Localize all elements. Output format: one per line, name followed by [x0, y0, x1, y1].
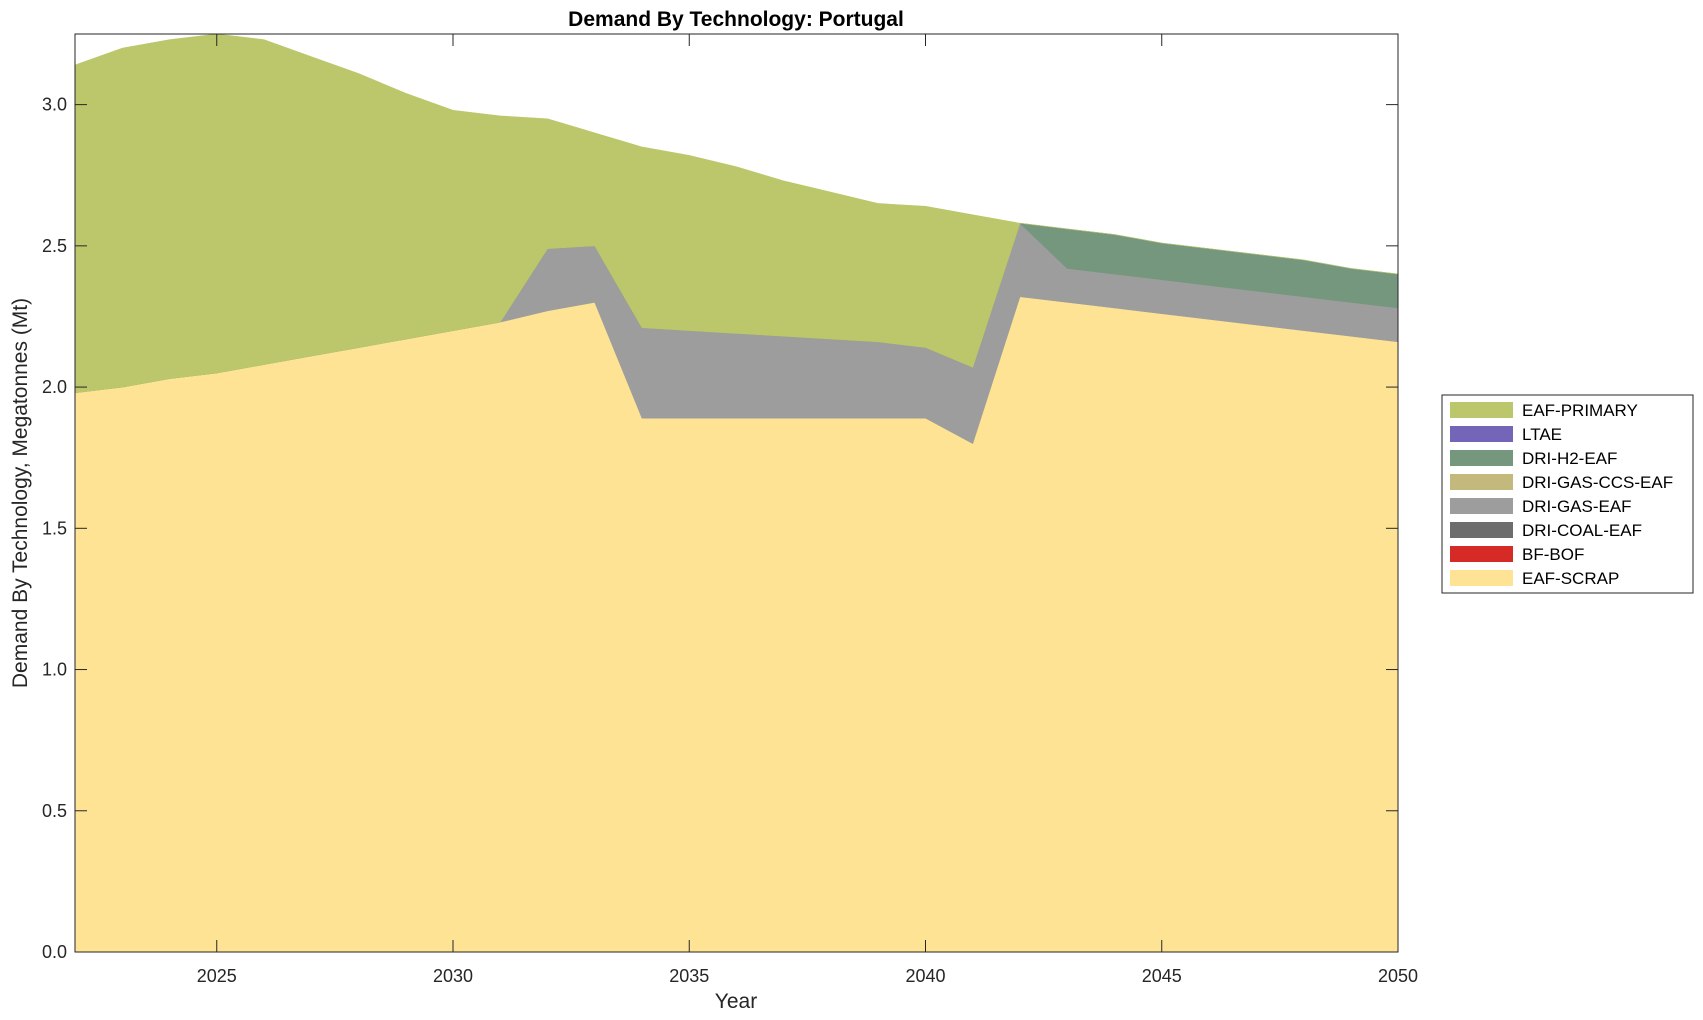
y-axis-label: Demand By Technology, Megatonnes (Mt): [9, 298, 32, 688]
legend-swatch-dri-h2-eaf: [1450, 450, 1513, 466]
legend-label-eaf-primary: EAF-PRIMARY: [1522, 401, 1638, 420]
y-tick-label: 2.5: [42, 236, 67, 256]
y-tick-label: 1.5: [42, 518, 67, 538]
legend-swatch-dri-coal-eaf: [1450, 522, 1513, 538]
legend-label-bf-bof: BF-BOF: [1522, 545, 1584, 564]
legend-swatch-ltae: [1450, 426, 1513, 442]
x-tick-label: 2035: [669, 966, 709, 986]
x-tick-label: 2050: [1378, 966, 1418, 986]
y-tick-label: 0.0: [42, 942, 67, 962]
x-tick-label: 2030: [433, 966, 473, 986]
legend-label-dri-gas-ccs-eaf: DRI-GAS-CCS-EAF: [1522, 473, 1673, 492]
legend-label-dri-gas-eaf: DRI-GAS-EAF: [1522, 497, 1632, 516]
legend-label-ltae: LTAE: [1522, 425, 1562, 444]
y-tick-label: 2.0: [42, 377, 67, 397]
legend: EAF-PRIMARY LTAE DRI-H2-EAF DRI-GAS-CCS-EAF…: [1441, 394, 1694, 594]
x-tick-label: 2025: [197, 966, 237, 986]
legend-label-dri-coal-eaf: DRI-COAL-EAF: [1522, 521, 1642, 540]
plot-area: [74, 33, 1399, 953]
x-axis: 2025 2030 2035 2040 2045 2050: [197, 34, 1418, 986]
y-tick-label: 0.5: [42, 801, 67, 821]
x-axis-label: Year: [715, 990, 757, 1013]
legend-swatch-bf-bof: [1450, 546, 1513, 562]
y-tick-label: 1.0: [42, 660, 67, 680]
legend-swatch-dri-gas-eaf: [1450, 498, 1513, 514]
y-axis: 0.0 0.5 1.0 1.5 2.0 2.5 3.0: [42, 95, 1398, 962]
y-tick-label: 3.0: [42, 95, 67, 115]
x-tick-label: 2045: [1142, 966, 1182, 986]
x-tick-label: 2040: [905, 966, 945, 986]
legend-label-eaf-scrap: EAF-SCRAP: [1522, 569, 1619, 588]
legend-swatch-eaf-primary: [1450, 402, 1513, 418]
axes-box: [74, 33, 1399, 953]
chart-title: Demand By Technology: Portugal: [568, 8, 904, 31]
legend-swatch-eaf-scrap: [1450, 570, 1513, 586]
legend-label-dri-h2-eaf: DRI-H2-EAF: [1522, 449, 1617, 468]
legend-swatch-dri-gas-ccs-eaf: [1450, 474, 1513, 490]
area-eaf-primary: [74, 33, 1399, 394]
